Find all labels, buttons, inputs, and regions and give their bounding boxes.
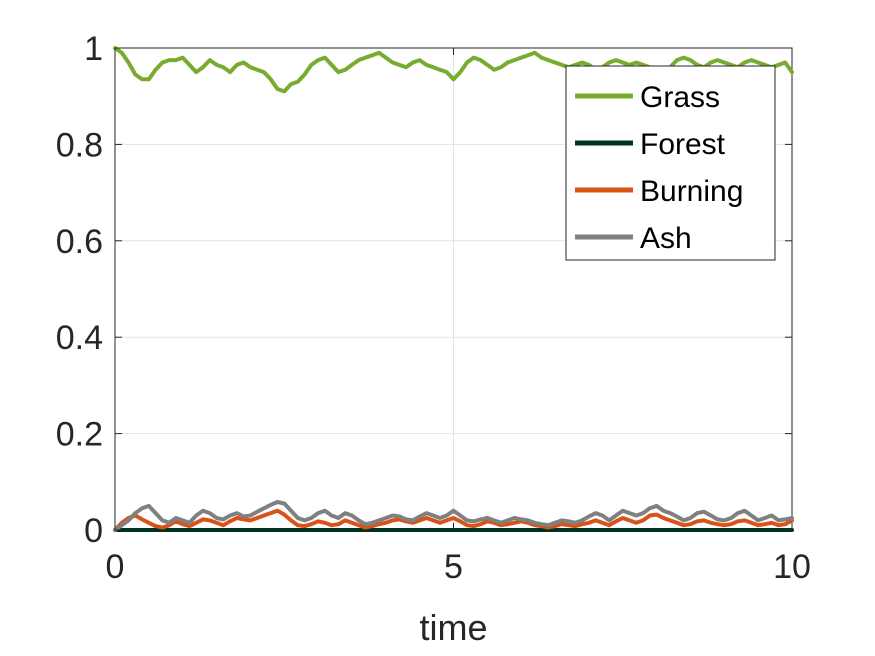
y-tick-label: 0.4 bbox=[56, 319, 103, 357]
y-tick-label: 1 bbox=[84, 30, 103, 68]
legend: Grass Forest Burning Ash bbox=[565, 65, 776, 261]
series-line-grass bbox=[113, 46, 794, 94]
y-tick-label: 0.6 bbox=[56, 223, 103, 261]
y-tick-label: 0.8 bbox=[56, 126, 103, 164]
x-axis-label: time bbox=[419, 607, 487, 648]
x-tick-label: 10 bbox=[773, 548, 811, 586]
legend-label-ash: Ash bbox=[640, 222, 692, 255]
legend-label-forest: Forest bbox=[640, 128, 726, 161]
x-tick-label: 5 bbox=[444, 548, 463, 586]
x-tick-label: 0 bbox=[106, 548, 125, 586]
y-tick-label: 0 bbox=[84, 512, 103, 550]
y-tick-label: 0.2 bbox=[56, 416, 103, 454]
legend-label-burning: Burning bbox=[640, 175, 743, 208]
legend-label-grass: Grass bbox=[640, 81, 720, 114]
series-line-ash bbox=[113, 500, 794, 532]
axis-ticks: 00.20.40.60.810 5 10 bbox=[56, 30, 811, 586]
series-line-burning bbox=[113, 508, 794, 532]
